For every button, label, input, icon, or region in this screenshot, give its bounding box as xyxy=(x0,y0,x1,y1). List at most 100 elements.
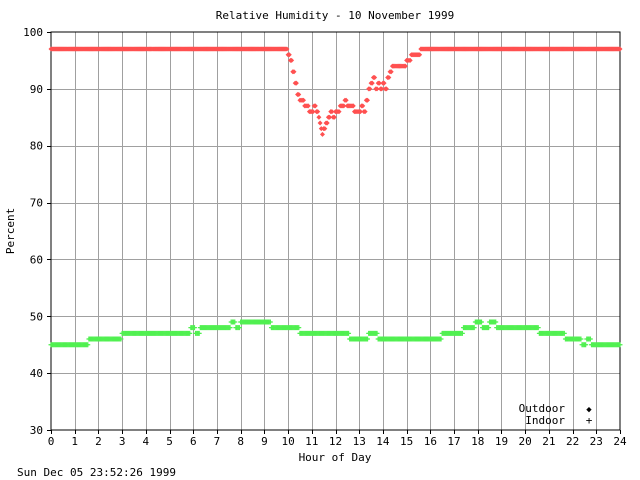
outdoor-point xyxy=(365,97,371,103)
indoor-point xyxy=(232,319,238,325)
x-tick-label: 6 xyxy=(190,435,197,448)
indoor-point xyxy=(118,336,124,342)
outdoor-point xyxy=(336,109,342,115)
outdoor-point xyxy=(357,109,363,115)
x-axis-ticks: 0 1 2 3 4 5 6 7 8 9 10 11 12 13 14 15 16 17 18 19 20 21 22 23 24 xyxy=(48,430,627,448)
indoor-point xyxy=(365,336,371,342)
legend-marker-outdoor: ◆ xyxy=(586,405,592,415)
indoor-point xyxy=(587,336,593,342)
indoor-point xyxy=(535,325,541,331)
y-tick-label: 50 xyxy=(30,310,43,323)
legend-marker-indoor: + xyxy=(586,414,593,427)
outdoor-point xyxy=(312,103,318,109)
x-tick-label: 17 xyxy=(447,435,460,448)
x-tick-label: 5 xyxy=(166,435,173,448)
outdoor-point xyxy=(341,103,347,109)
x-tick-label: 3 xyxy=(119,435,126,448)
indoor-point xyxy=(187,330,193,336)
series-outdoor xyxy=(48,46,623,137)
x-tick-label: 12 xyxy=(329,435,342,448)
outdoor-point xyxy=(315,109,321,115)
x-tick-label: 1 xyxy=(71,435,78,448)
y-tick-label: 40 xyxy=(30,367,43,380)
outdoor-point xyxy=(402,63,408,69)
outdoor-point xyxy=(417,52,423,58)
y-tick-label: 90 xyxy=(30,83,43,96)
x-tick-label: 19 xyxy=(495,435,508,448)
indoor-point xyxy=(478,319,484,325)
outdoor-point xyxy=(316,114,322,120)
outdoor-point xyxy=(324,120,330,126)
outdoor-point xyxy=(386,74,392,80)
outdoor-point xyxy=(300,97,306,103)
indoor-point xyxy=(296,325,302,331)
outdoor-point xyxy=(293,80,299,86)
footer-timestamp: Sun Dec 05 23:52:26 1999 xyxy=(17,466,176,479)
outdoor-point xyxy=(286,52,292,58)
x-axis-label: Hour of Day xyxy=(299,451,372,464)
outdoor-point xyxy=(360,103,366,109)
y-tick-label: 70 xyxy=(30,197,43,210)
outdoor-point xyxy=(383,86,389,92)
x-tick-label: 18 xyxy=(471,435,484,448)
legend: Outdoor ◆ Indoor + xyxy=(519,402,593,427)
y-tick-label: 80 xyxy=(30,140,43,153)
x-tick-label: 13 xyxy=(353,435,366,448)
x-tick-label: 9 xyxy=(261,435,268,448)
indoor-point xyxy=(459,330,465,336)
outdoor-point xyxy=(296,92,302,98)
outdoor-point xyxy=(372,74,378,80)
x-tick-label: 24 xyxy=(613,435,627,448)
outdoor-point xyxy=(381,80,387,86)
x-tick-label: 0 xyxy=(48,435,55,448)
indoor-point xyxy=(438,336,444,342)
x-tick-label: 14 xyxy=(376,435,390,448)
y-tick-label: 100 xyxy=(23,26,43,39)
x-tick-label: 21 xyxy=(542,435,555,448)
x-tick-label: 16 xyxy=(424,435,437,448)
indoor-point xyxy=(191,325,197,331)
indoor-point xyxy=(486,325,492,331)
y-axis-label: Percent xyxy=(4,208,17,254)
indoor-point xyxy=(227,325,233,331)
outdoor-point xyxy=(319,131,325,137)
x-tick-label: 15 xyxy=(400,435,413,448)
outdoor-point xyxy=(284,46,290,52)
grid-lines xyxy=(51,32,620,430)
outdoor-point xyxy=(362,109,368,115)
x-tick-label: 23 xyxy=(590,435,603,448)
y-tick-label: 60 xyxy=(30,253,43,266)
indoor-point xyxy=(236,325,242,331)
outdoor-point xyxy=(376,80,382,86)
series-indoor xyxy=(48,319,623,348)
indoor-point xyxy=(196,330,202,336)
x-tick-label: 10 xyxy=(281,435,294,448)
outdoor-point xyxy=(317,120,323,126)
outdoor-point xyxy=(407,57,413,63)
indoor-point xyxy=(493,319,499,325)
outdoor-point xyxy=(327,114,333,120)
outdoor-point xyxy=(350,103,356,109)
legend-label-indoor: Indoor xyxy=(525,414,565,427)
x-tick-label: 22 xyxy=(566,435,579,448)
plot-frame xyxy=(50,31,621,431)
indoor-point xyxy=(578,336,584,342)
indoor-point xyxy=(583,342,589,348)
outdoor-point xyxy=(369,80,375,86)
indoor-point xyxy=(346,330,352,336)
outdoor-point xyxy=(343,97,349,103)
outdoor-point xyxy=(322,126,328,132)
outdoor-point xyxy=(374,86,380,92)
outdoor-point xyxy=(331,114,337,120)
indoor-point xyxy=(374,330,380,336)
outdoor-point xyxy=(617,46,623,52)
outdoor-point xyxy=(289,57,295,63)
outdoor-point xyxy=(291,69,297,75)
y-axis-ticks: 30 40 50 60 70 80 90 100 xyxy=(23,26,51,437)
outdoor-point xyxy=(329,109,335,115)
x-tick-label: 7 xyxy=(214,435,221,448)
indoor-point xyxy=(617,342,623,348)
outdoor-point xyxy=(367,86,373,92)
